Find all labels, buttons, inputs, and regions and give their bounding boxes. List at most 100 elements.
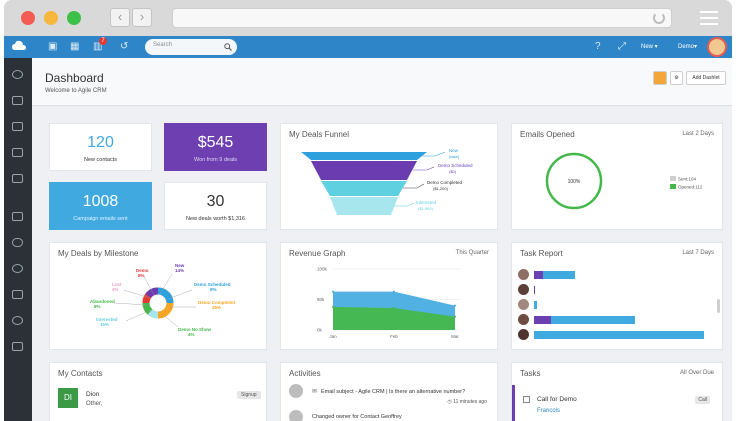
sidebar-cases-icon[interactable] [12, 148, 23, 157]
user-avatar[interactable] [707, 37, 727, 57]
search-icon[interactable] [224, 43, 232, 51]
slice-label-demo-scheduled: Demo Scheduled [194, 282, 231, 287]
fullscreen-icon[interactable]: ⤢ [618, 41, 626, 52]
y-tick-label: 100k [317, 267, 328, 272]
activity-text[interactable]: Email subject - Agile CRM | Is there an … [321, 389, 466, 395]
notification-badge: 7 [99, 37, 107, 45]
stat-campaign-emails[interactable]: 1008 Campaign emails sent [49, 182, 152, 230]
task-title[interactable]: Call for Demo [537, 396, 577, 403]
minimize-window-icon[interactable] [44, 11, 58, 25]
funnel-stage-new[interactable] [301, 152, 427, 160]
browser-chrome: ‹ › [4, 0, 732, 36]
task-report-bar-done[interactable] [534, 331, 704, 339]
search-input[interactable]: Search [145, 39, 237, 55]
task-type-badge: Call [695, 396, 710, 404]
contacts-card-icon[interactable]: ▣ [48, 41, 58, 52]
task-report-avatar[interactable] [518, 314, 529, 325]
stat-value: 30 [206, 193, 225, 210]
task-report-bar-done[interactable] [543, 271, 575, 279]
theme-button[interactable] [653, 71, 667, 85]
pie-slice-demo-scheduled[interactable] [157, 287, 174, 304]
task-report-bar-done[interactable] [534, 301, 537, 309]
sidebar-documents-icon[interactable] [12, 174, 23, 183]
funnel-value-demo-completed: ($1,200) [433, 186, 449, 191]
revenue-point[interactable] [332, 290, 334, 293]
funnel-label-interested: Interested [416, 200, 437, 205]
back-button[interactable]: ‹ [110, 8, 130, 27]
contact-name[interactable]: Dion [86, 391, 100, 398]
revenue-area-series-2[interactable] [333, 306, 455, 330]
search-placeholder: Search [153, 42, 173, 48]
stat-value: 120 [87, 134, 114, 151]
stat-new-contacts[interactable]: 120 New contacts [49, 123, 152, 171]
funnel-leader-line [422, 151, 446, 157]
activity-time-text: 11 minutes ago [453, 399, 487, 405]
task-report-scrollbar[interactable] [717, 299, 720, 313]
task-report-card: Task Report Last 7 Days [511, 242, 723, 350]
sidebar-contacts-icon[interactable] [12, 70, 23, 79]
task-report-avatar[interactable] [518, 284, 529, 295]
task-report-bar-pending[interactable] [534, 271, 543, 279]
sidebar-reports-icon[interactable] [12, 342, 23, 351]
task-report-avatar[interactable] [518, 299, 529, 310]
pie-slice-abandoned[interactable] [142, 302, 153, 315]
sidebar-web-icon[interactable] [12, 264, 23, 273]
revenue-point[interactable] [393, 307, 395, 310]
help-icon[interactable]: ? [595, 41, 601, 52]
task-person[interactable]: Francois [537, 408, 561, 414]
revenue-point[interactable] [393, 290, 395, 293]
sidebar-org-icon[interactable] [12, 212, 23, 221]
user-menu[interactable]: Demo▾ [678, 44, 698, 50]
pie-slice-interested[interactable] [147, 309, 159, 319]
card-range[interactable]: Last 2 Days [682, 131, 714, 137]
funnel-stage-demo-completed[interactable] [321, 181, 407, 196]
funnel-value-demo-scheduled: ($0) [449, 169, 457, 174]
deals-chart-icon[interactable]: ▥ [93, 41, 103, 52]
contact-tag[interactable]: Signup [237, 391, 261, 399]
card-range[interactable]: Last 7 Days [682, 250, 714, 256]
reload-icon[interactable] [653, 12, 665, 24]
y-tick-label: 50k [317, 297, 325, 302]
settings-gear-icon[interactable]: ⚙ [670, 71, 683, 85]
task-checkbox[interactable] [523, 396, 530, 403]
slice-value-demo-scheduled: 8% [210, 287, 217, 292]
funnel-stage-demo-scheduled[interactable] [311, 161, 417, 180]
stat-won-deals[interactable]: $545 Won from 9 deals [164, 123, 267, 171]
sidebar-companies-icon[interactable] [12, 96, 23, 105]
sidebar-forms-icon[interactable] [12, 290, 23, 299]
task-report-avatar[interactable] [518, 329, 529, 340]
contact-initials-avatar[interactable]: DI [58, 388, 78, 408]
pie-leader-line [143, 276, 155, 296]
slice-value-demo: 8% [138, 273, 145, 278]
tasks-card: Tasks All Over Due Call for Demo Call Fr… [511, 362, 723, 421]
revenue-point[interactable] [332, 305, 334, 308]
card-range[interactable]: This Quarter [455, 250, 489, 256]
slice-value-demo-completed: 25% [212, 305, 221, 310]
pie-slice-demo[interactable] [142, 294, 152, 304]
forward-button[interactable]: › [132, 8, 152, 27]
add-dashlet-button[interactable]: Add Dashlet [686, 71, 726, 85]
activity-avatar [289, 410, 303, 421]
history-icon[interactable]: ↺ [120, 41, 129, 52]
cloud-logo-icon[interactable] [12, 40, 26, 52]
task-report-bar-pending[interactable] [534, 316, 551, 324]
sidebar-settings-icon[interactable] [12, 316, 23, 325]
calendar-icon[interactable]: ▦ [70, 41, 80, 52]
card-range[interactable]: All Over Due [679, 370, 714, 376]
slice-value-new: 14% [175, 268, 184, 273]
task-report-avatar[interactable] [518, 269, 529, 280]
close-window-icon[interactable] [21, 11, 35, 25]
task-report-bar-done[interactable] [551, 316, 635, 324]
address-bar[interactable] [172, 8, 672, 28]
revenue-point[interactable] [454, 304, 456, 307]
new-menu[interactable]: New ▾ [641, 44, 658, 50]
stat-new-deals[interactable]: 30 New deals worth $1,316 [164, 182, 267, 230]
maximize-window-icon[interactable] [67, 11, 81, 25]
funnel-label-demo-scheduled: Demo Scheduled [438, 163, 473, 168]
sidebar-deals-icon[interactable] [12, 122, 23, 131]
funnel-stage-interested[interactable] [330, 197, 398, 215]
sidebar-chat-icon[interactable] [12, 238, 23, 247]
revenue-point[interactable] [454, 315, 456, 318]
activity-text[interactable]: Changed owner for Contact Geoffrey [312, 414, 402, 420]
browser-menu-icon[interactable] [700, 11, 718, 29]
